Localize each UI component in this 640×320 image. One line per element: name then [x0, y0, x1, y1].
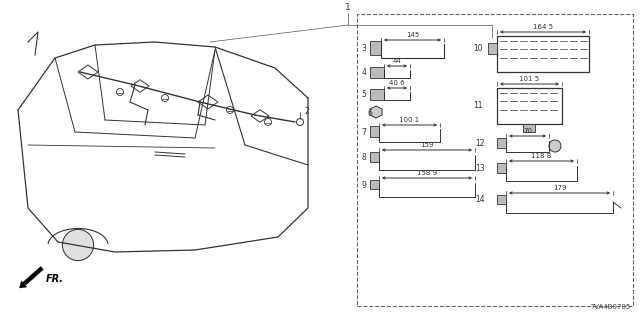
Text: 100 1: 100 1: [399, 116, 420, 123]
Bar: [488, 43, 497, 54]
Text: 9: 9: [361, 180, 366, 189]
Text: 179: 179: [553, 185, 566, 190]
Text: 164 5: 164 5: [533, 23, 553, 29]
Text: 10: 10: [474, 44, 483, 52]
Text: 13: 13: [476, 164, 485, 172]
Text: 8: 8: [361, 153, 366, 162]
Bar: [370, 126, 379, 137]
Text: 3: 3: [361, 44, 366, 52]
Text: 14: 14: [476, 196, 485, 204]
Text: 1: 1: [345, 3, 351, 12]
Text: 159: 159: [420, 141, 434, 148]
Circle shape: [63, 229, 93, 260]
Text: 118 8: 118 8: [531, 153, 552, 158]
Bar: [370, 152, 379, 162]
Bar: [370, 41, 381, 55]
Text: 145: 145: [406, 31, 419, 37]
Circle shape: [549, 140, 561, 152]
Bar: [497, 163, 506, 173]
Bar: [370, 180, 379, 189]
Text: 101 5: 101 5: [520, 76, 540, 82]
Text: TVA4B0705: TVA4B0705: [589, 304, 630, 310]
Bar: [370, 67, 384, 78]
Text: 12: 12: [476, 139, 485, 148]
Polygon shape: [370, 106, 382, 118]
Bar: [497, 138, 506, 148]
Bar: [497, 36, 589, 72]
Text: 6: 6: [367, 108, 372, 117]
Bar: [523, 124, 535, 132]
Text: 158 9: 158 9: [417, 170, 437, 175]
Text: 70: 70: [523, 127, 532, 133]
Text: 44: 44: [392, 58, 401, 63]
Text: FR.: FR.: [46, 274, 64, 284]
Bar: [497, 195, 506, 204]
Bar: [497, 88, 562, 124]
Text: 4: 4: [361, 68, 366, 76]
Text: 40 6: 40 6: [389, 79, 405, 85]
Text: 7: 7: [361, 127, 366, 137]
Text: 11: 11: [474, 100, 483, 109]
FancyArrow shape: [19, 267, 44, 288]
Bar: [370, 89, 384, 100]
Text: 5: 5: [361, 90, 366, 99]
Text: 2: 2: [304, 107, 308, 116]
Bar: [357, 14, 633, 306]
